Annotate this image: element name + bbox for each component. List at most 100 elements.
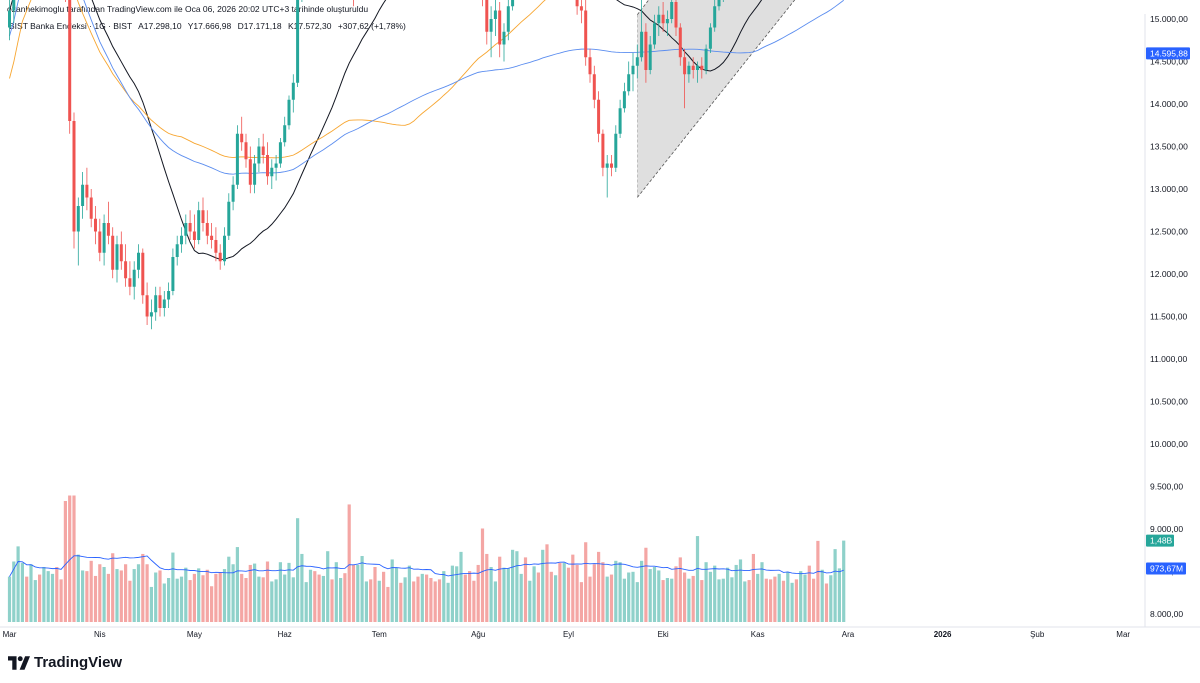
candle[interactable] [296,0,300,87]
candle[interactable] [493,0,497,36]
candle[interactable] [287,95,291,130]
candle[interactable] [85,167,89,211]
candle[interactable] [124,244,128,287]
candle[interactable] [700,57,704,79]
candle[interactable] [283,116,287,147]
candle[interactable] [653,14,656,49]
candle[interactable] [227,193,231,240]
candle[interactable] [605,155,609,198]
candle[interactable] [597,91,601,143]
candle[interactable] [184,214,188,245]
candle[interactable] [696,61,699,83]
candle[interactable] [154,286,158,321]
candle[interactable] [635,44,639,79]
candle[interactable] [145,282,149,326]
candle[interactable] [648,36,652,75]
candle[interactable] [102,214,106,266]
candle[interactable] [72,112,76,249]
candle[interactable] [506,0,510,41]
candle[interactable] [231,176,235,211]
candle[interactable] [180,227,183,253]
candle[interactable] [610,155,613,177]
candle[interactable] [691,57,695,79]
candle[interactable] [713,0,717,32]
candle[interactable] [592,65,596,109]
candle[interactable] [149,299,153,330]
candle[interactable] [175,235,179,266]
candle[interactable] [162,291,166,317]
candle[interactable] [240,116,244,151]
candle[interactable] [68,0,72,134]
candle[interactable] [485,0,489,45]
candle[interactable] [687,61,691,83]
candle[interactable] [141,248,145,304]
candle[interactable] [601,129,605,177]
candle[interactable] [111,227,115,279]
candle[interactable] [622,82,626,113]
candle[interactable] [640,0,644,62]
candle[interactable] [291,74,295,113]
candle[interactable] [171,248,175,296]
candle[interactable] [352,0,355,7]
trend-channel-fill[interactable] [637,0,908,198]
tradingview-brand[interactable]: TradingView [8,654,122,671]
candle[interactable] [201,197,205,232]
candle[interactable] [674,0,678,36]
candle[interactable] [627,61,631,96]
candle[interactable] [106,201,110,245]
candle[interactable] [94,206,97,245]
candle[interactable] [167,282,171,309]
candle[interactable] [498,2,502,58]
candle[interactable] [261,133,265,164]
candle[interactable] [218,244,222,270]
candle[interactable] [12,0,16,24]
candle[interactable] [188,210,192,240]
candle[interactable] [614,125,618,172]
candle[interactable] [98,218,102,262]
candle[interactable] [502,23,506,62]
candle[interactable] [661,2,665,32]
candle[interactable] [8,0,11,41]
candle[interactable] [683,48,687,109]
candle[interactable] [132,261,136,300]
candle[interactable] [89,189,93,228]
candle[interactable] [575,0,579,15]
candle[interactable] [214,227,218,262]
candle[interactable] [657,6,661,36]
candle[interactable] [678,23,682,66]
candle[interactable] [81,172,85,219]
candle[interactable] [248,146,252,194]
candle[interactable] [704,44,708,75]
candle[interactable] [210,223,214,249]
candle[interactable] [588,48,592,83]
candle[interactable] [644,23,648,83]
candle[interactable] [665,10,669,37]
candle[interactable] [137,244,140,279]
candle[interactable] [115,235,119,283]
candle[interactable] [270,159,274,189]
candle[interactable] [670,0,674,24]
candle[interactable] [511,0,515,11]
candle[interactable] [579,0,583,24]
candle[interactable] [192,214,196,249]
candle[interactable] [278,138,282,168]
candle[interactable] [717,0,721,11]
candle[interactable] [584,0,588,66]
candle[interactable] [253,155,257,194]
candle[interactable] [631,53,635,92]
candle[interactable] [205,210,209,245]
candle[interactable] [158,286,162,317]
candle[interactable] [64,0,67,2]
candle[interactable] [244,133,248,168]
candle[interactable] [257,138,261,172]
channel-lower-line[interactable] [636,0,908,198]
candle[interactable] [128,261,132,296]
candle[interactable] [119,231,123,270]
candle[interactable] [197,201,201,245]
candle[interactable] [223,227,226,266]
candle[interactable] [235,125,239,189]
candle[interactable] [618,99,622,138]
candle[interactable] [481,0,484,7]
candle[interactable] [274,155,278,181]
